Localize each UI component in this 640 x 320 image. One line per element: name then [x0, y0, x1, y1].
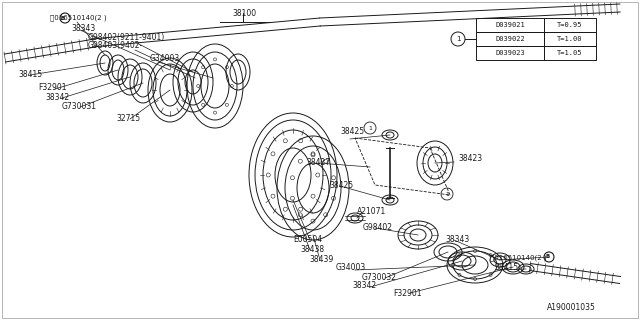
Text: 38343: 38343 — [71, 23, 95, 33]
Text: G98403(9402-: G98403(9402- — [88, 41, 143, 50]
Text: Ⓑ016510140(2 ): Ⓑ016510140(2 ) — [490, 255, 547, 261]
Text: 38342: 38342 — [45, 92, 69, 101]
Bar — [544, 32, 596, 46]
Text: 38439: 38439 — [309, 254, 333, 263]
Text: 1: 1 — [368, 125, 372, 131]
Bar — [544, 46, 596, 60]
Text: D039021: D039021 — [495, 22, 525, 28]
Text: 38415: 38415 — [494, 263, 518, 273]
Text: G34003: G34003 — [336, 263, 366, 273]
Bar — [476, 32, 544, 46]
Text: 38423: 38423 — [458, 154, 482, 163]
Text: B: B — [61, 15, 65, 20]
Text: F32901: F32901 — [393, 289, 422, 298]
Text: D039023: D039023 — [495, 50, 525, 56]
Text: 38343: 38343 — [445, 235, 469, 244]
Text: 38100: 38100 — [232, 9, 256, 18]
Text: T=0.95: T=0.95 — [557, 22, 583, 28]
Text: T=1.05: T=1.05 — [557, 50, 583, 56]
Text: G730031: G730031 — [62, 101, 97, 110]
Text: G34003: G34003 — [150, 53, 180, 62]
Bar — [476, 18, 544, 32]
Bar — [544, 18, 596, 32]
Text: 38425: 38425 — [340, 126, 364, 135]
Bar — [476, 46, 544, 60]
Text: D039022: D039022 — [495, 36, 525, 42]
Text: G730032: G730032 — [362, 273, 397, 282]
Text: T=1.00: T=1.00 — [557, 36, 583, 42]
Text: 32715: 32715 — [116, 114, 140, 123]
Text: Ⓑ016510140(2 ): Ⓑ016510140(2 ) — [50, 15, 107, 21]
Text: 38342: 38342 — [352, 282, 376, 291]
Text: G98402(9211-9401): G98402(9211-9401) — [88, 33, 165, 42]
Text: 38415: 38415 — [18, 69, 42, 78]
Text: F32901: F32901 — [38, 83, 67, 92]
Text: E00504: E00504 — [293, 235, 322, 244]
Text: 38425: 38425 — [329, 180, 353, 189]
Text: 1: 1 — [456, 36, 460, 42]
Text: 38427: 38427 — [306, 157, 330, 166]
Text: A21071: A21071 — [357, 206, 387, 215]
Text: B: B — [546, 254, 550, 260]
Text: A190001035: A190001035 — [547, 302, 596, 311]
Text: G98402: G98402 — [363, 222, 393, 231]
Text: 38438: 38438 — [300, 244, 324, 253]
Text: 1: 1 — [445, 191, 449, 196]
